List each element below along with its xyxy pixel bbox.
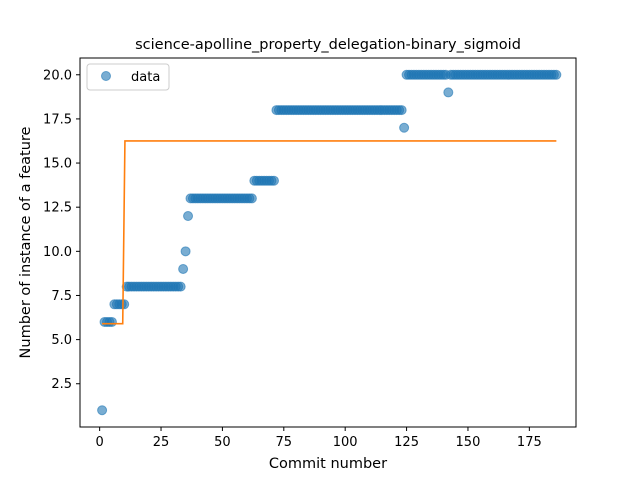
y-tick-label: 10.0: [43, 245, 72, 260]
x-tick-label: 50: [214, 435, 231, 450]
x-tick-label: 75: [276, 435, 293, 450]
x-axis-label: Commit number: [269, 456, 387, 472]
y-tick-label: 20.0: [43, 68, 72, 83]
data-point: [175, 281, 186, 292]
y-axis: 2.5 5.0 7.5 10.0 12.5 15.0 17.5 20.0: [43, 68, 80, 392]
data-point: [246, 193, 257, 204]
fit-line: [102, 140, 557, 325]
data-point: [443, 87, 454, 98]
y-axis-label: Number of instance of a feature: [18, 126, 34, 358]
data-point: [119, 299, 130, 310]
y-tick-label: 7.5: [51, 289, 72, 304]
x-tick-label: 25: [153, 435, 170, 450]
data-point: [551, 69, 562, 80]
y-tick-label: 5.0: [51, 333, 72, 348]
x-tick-label: 150: [456, 435, 481, 450]
data-point: [183, 211, 194, 222]
x-tick-label: 0: [96, 435, 104, 450]
data-point: [180, 246, 191, 257]
data-point: [97, 405, 108, 416]
data-point: [106, 316, 117, 327]
x-tick-label: 175: [517, 435, 542, 450]
legend-label-data: data: [131, 70, 160, 85]
plot-area: [97, 69, 562, 416]
y-tick-label: 12.5: [43, 201, 72, 216]
x-tick-label: 100: [333, 435, 358, 450]
data-point: [396, 105, 407, 116]
legend: data: [86, 63, 170, 91]
y-tick-label: 15.0: [43, 157, 72, 172]
legend-marker: [101, 71, 111, 81]
y-tick-label: 17.5: [43, 112, 72, 127]
legend-box: [86, 63, 170, 91]
x-tick-label: 125: [394, 435, 419, 450]
y-tick-label: 2.5: [51, 377, 72, 392]
data-point: [399, 122, 410, 133]
data-point: [178, 263, 189, 274]
data-point: [268, 175, 279, 186]
chart-title: science-apolline_property_delegation-bin…: [135, 37, 521, 53]
plot-frame: [79, 57, 577, 428]
x-axis: 0 25 50 75 100 125 150 175: [96, 427, 542, 450]
